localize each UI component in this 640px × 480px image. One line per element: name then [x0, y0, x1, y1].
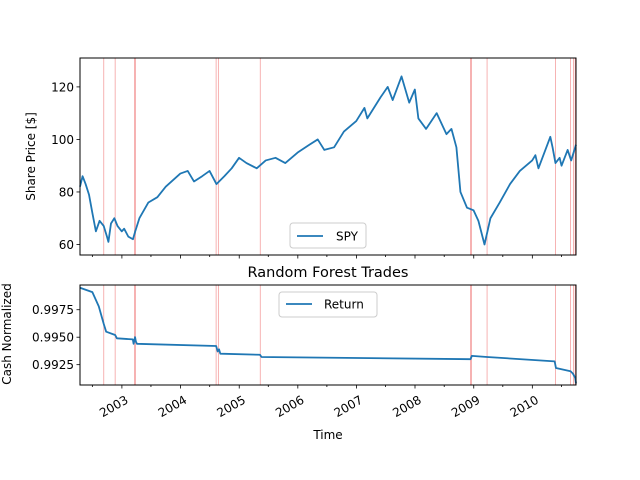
- y-tick-label: 100: [51, 133, 74, 147]
- x-axis-label: Time: [312, 428, 342, 442]
- top-y-ticks: 60 80 100 120: [51, 80, 80, 252]
- spy-series-group: [79, 75, 577, 246]
- y-tick-label: 0.9975: [32, 303, 74, 317]
- x-tick-label: 2005: [214, 393, 247, 420]
- top-x-ticks: [91, 255, 562, 259]
- y-tick-label: 0.9950: [32, 331, 74, 345]
- x-tick-label: 2003: [97, 393, 130, 420]
- x-tick-label: 2010: [508, 393, 541, 420]
- y-tick-label: 60: [59, 238, 74, 252]
- y-tick-label: 80: [59, 185, 74, 199]
- y-tick-label: 0.9925: [32, 358, 74, 372]
- spy-legend[interactable]: SPY: [289, 222, 367, 249]
- x-tick-label: 2004: [156, 393, 189, 420]
- return-line: [79, 286, 577, 384]
- bottom-axes-frame: [79, 284, 577, 386]
- x-tick-label: 2006: [273, 393, 306, 420]
- return-series-group: [79, 286, 577, 384]
- x-tick-label: 2009: [449, 393, 482, 420]
- x-tick-label: 2008: [390, 393, 423, 420]
- bottom-y-ticks: 0.9925 0.9950 0.9975: [32, 303, 80, 372]
- x-tick-label: 2007: [332, 393, 365, 420]
- bottom-y-axis-label: Cash Normalized: [0, 283, 14, 384]
- trade-lines-bottom: [103, 285, 576, 385]
- return-legend[interactable]: Return: [278, 291, 378, 318]
- top-y-axis-label: Share Price [$]: [24, 112, 38, 201]
- top-axes-frame: [79, 57, 577, 256]
- spy-price-chart: 60 80 100 120 Share Price [$] SPY: [24, 57, 577, 259]
- spy-line: [79, 75, 577, 246]
- y-tick-label: 120: [51, 80, 74, 94]
- return-legend-box: [278, 291, 378, 318]
- chart-title: Random Forest Trades: [247, 265, 408, 281]
- bottom-x-ticks: 2003 2004 2005 2006 2007 2008 2009 2010: [91, 385, 562, 420]
- return-legend-label: Return: [324, 298, 364, 312]
- trade-lines-top: [103, 58, 576, 255]
- spy-legend-box: [289, 222, 367, 249]
- spy-legend-label: SPY: [336, 230, 359, 244]
